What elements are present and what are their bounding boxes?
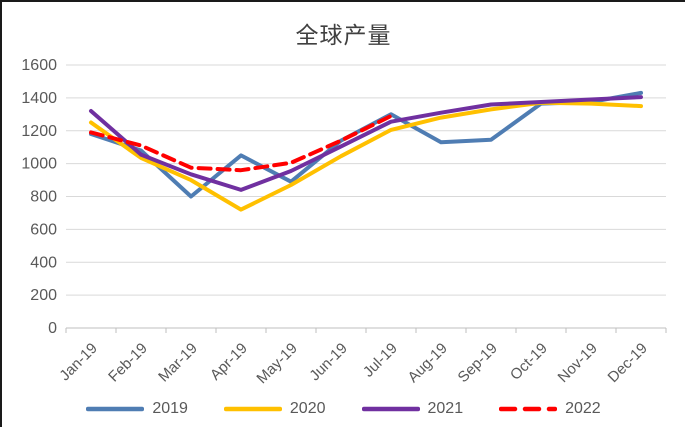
x-axis-label: Jan-19: [56, 340, 100, 384]
legend-swatch-2021: [361, 406, 420, 412]
y-axis-label: 0: [48, 320, 57, 337]
x-axis-label: Oct-19: [507, 340, 551, 384]
y-axis-label: 1400: [21, 90, 57, 107]
x-axis-label: May-19: [253, 340, 300, 387]
x-axis-label: Dec-19: [605, 340, 651, 386]
legend-item-2022: 2022: [499, 400, 601, 418]
x-axis-label: Feb-19: [105, 340, 151, 386]
legend-swatch-2019: [86, 406, 145, 412]
x-axis-label: Jul-19: [360, 340, 401, 381]
x-axis-label: Jun-19: [306, 340, 350, 384]
x-axis-label: Aug-19: [405, 340, 451, 386]
legend-item-2021: 2021: [361, 400, 464, 418]
y-axis-label: 1000: [21, 156, 57, 173]
x-axis-label: Mar-19: [155, 340, 201, 386]
series-line-2021: [89, 95, 643, 192]
series-line-2020: [89, 100, 643, 212]
x-axis-label: Sep-19: [455, 340, 501, 386]
legend-label: 2019: [152, 400, 188, 417]
x-axis-label: Nov-19: [555, 340, 601, 386]
legend-item-2020: 2020: [223, 400, 326, 418]
legend: 2019 2020 2021 2022: [2, 400, 685, 418]
y-axis-label: 800: [30, 189, 57, 206]
legend-label: 2020: [289, 400, 326, 417]
series-line-2022: [89, 114, 393, 173]
legend-label: 2021: [427, 400, 464, 417]
y-axis-label: 400: [30, 254, 57, 271]
legend-item-2019: 2019: [86, 400, 188, 418]
legend-swatch-2022: [499, 406, 558, 412]
y-axis-label: 600: [30, 221, 57, 238]
legend-swatch-2020: [223, 406, 282, 412]
chart-title: 全球产量: [295, 23, 392, 49]
y-axis-label: 1200: [21, 123, 57, 140]
y-axis-label: 1600: [21, 57, 57, 74]
y-axis-label: 200: [30, 287, 57, 304]
legend-label: 2022: [565, 400, 601, 417]
x-axis-label: Apr-19: [207, 340, 251, 384]
